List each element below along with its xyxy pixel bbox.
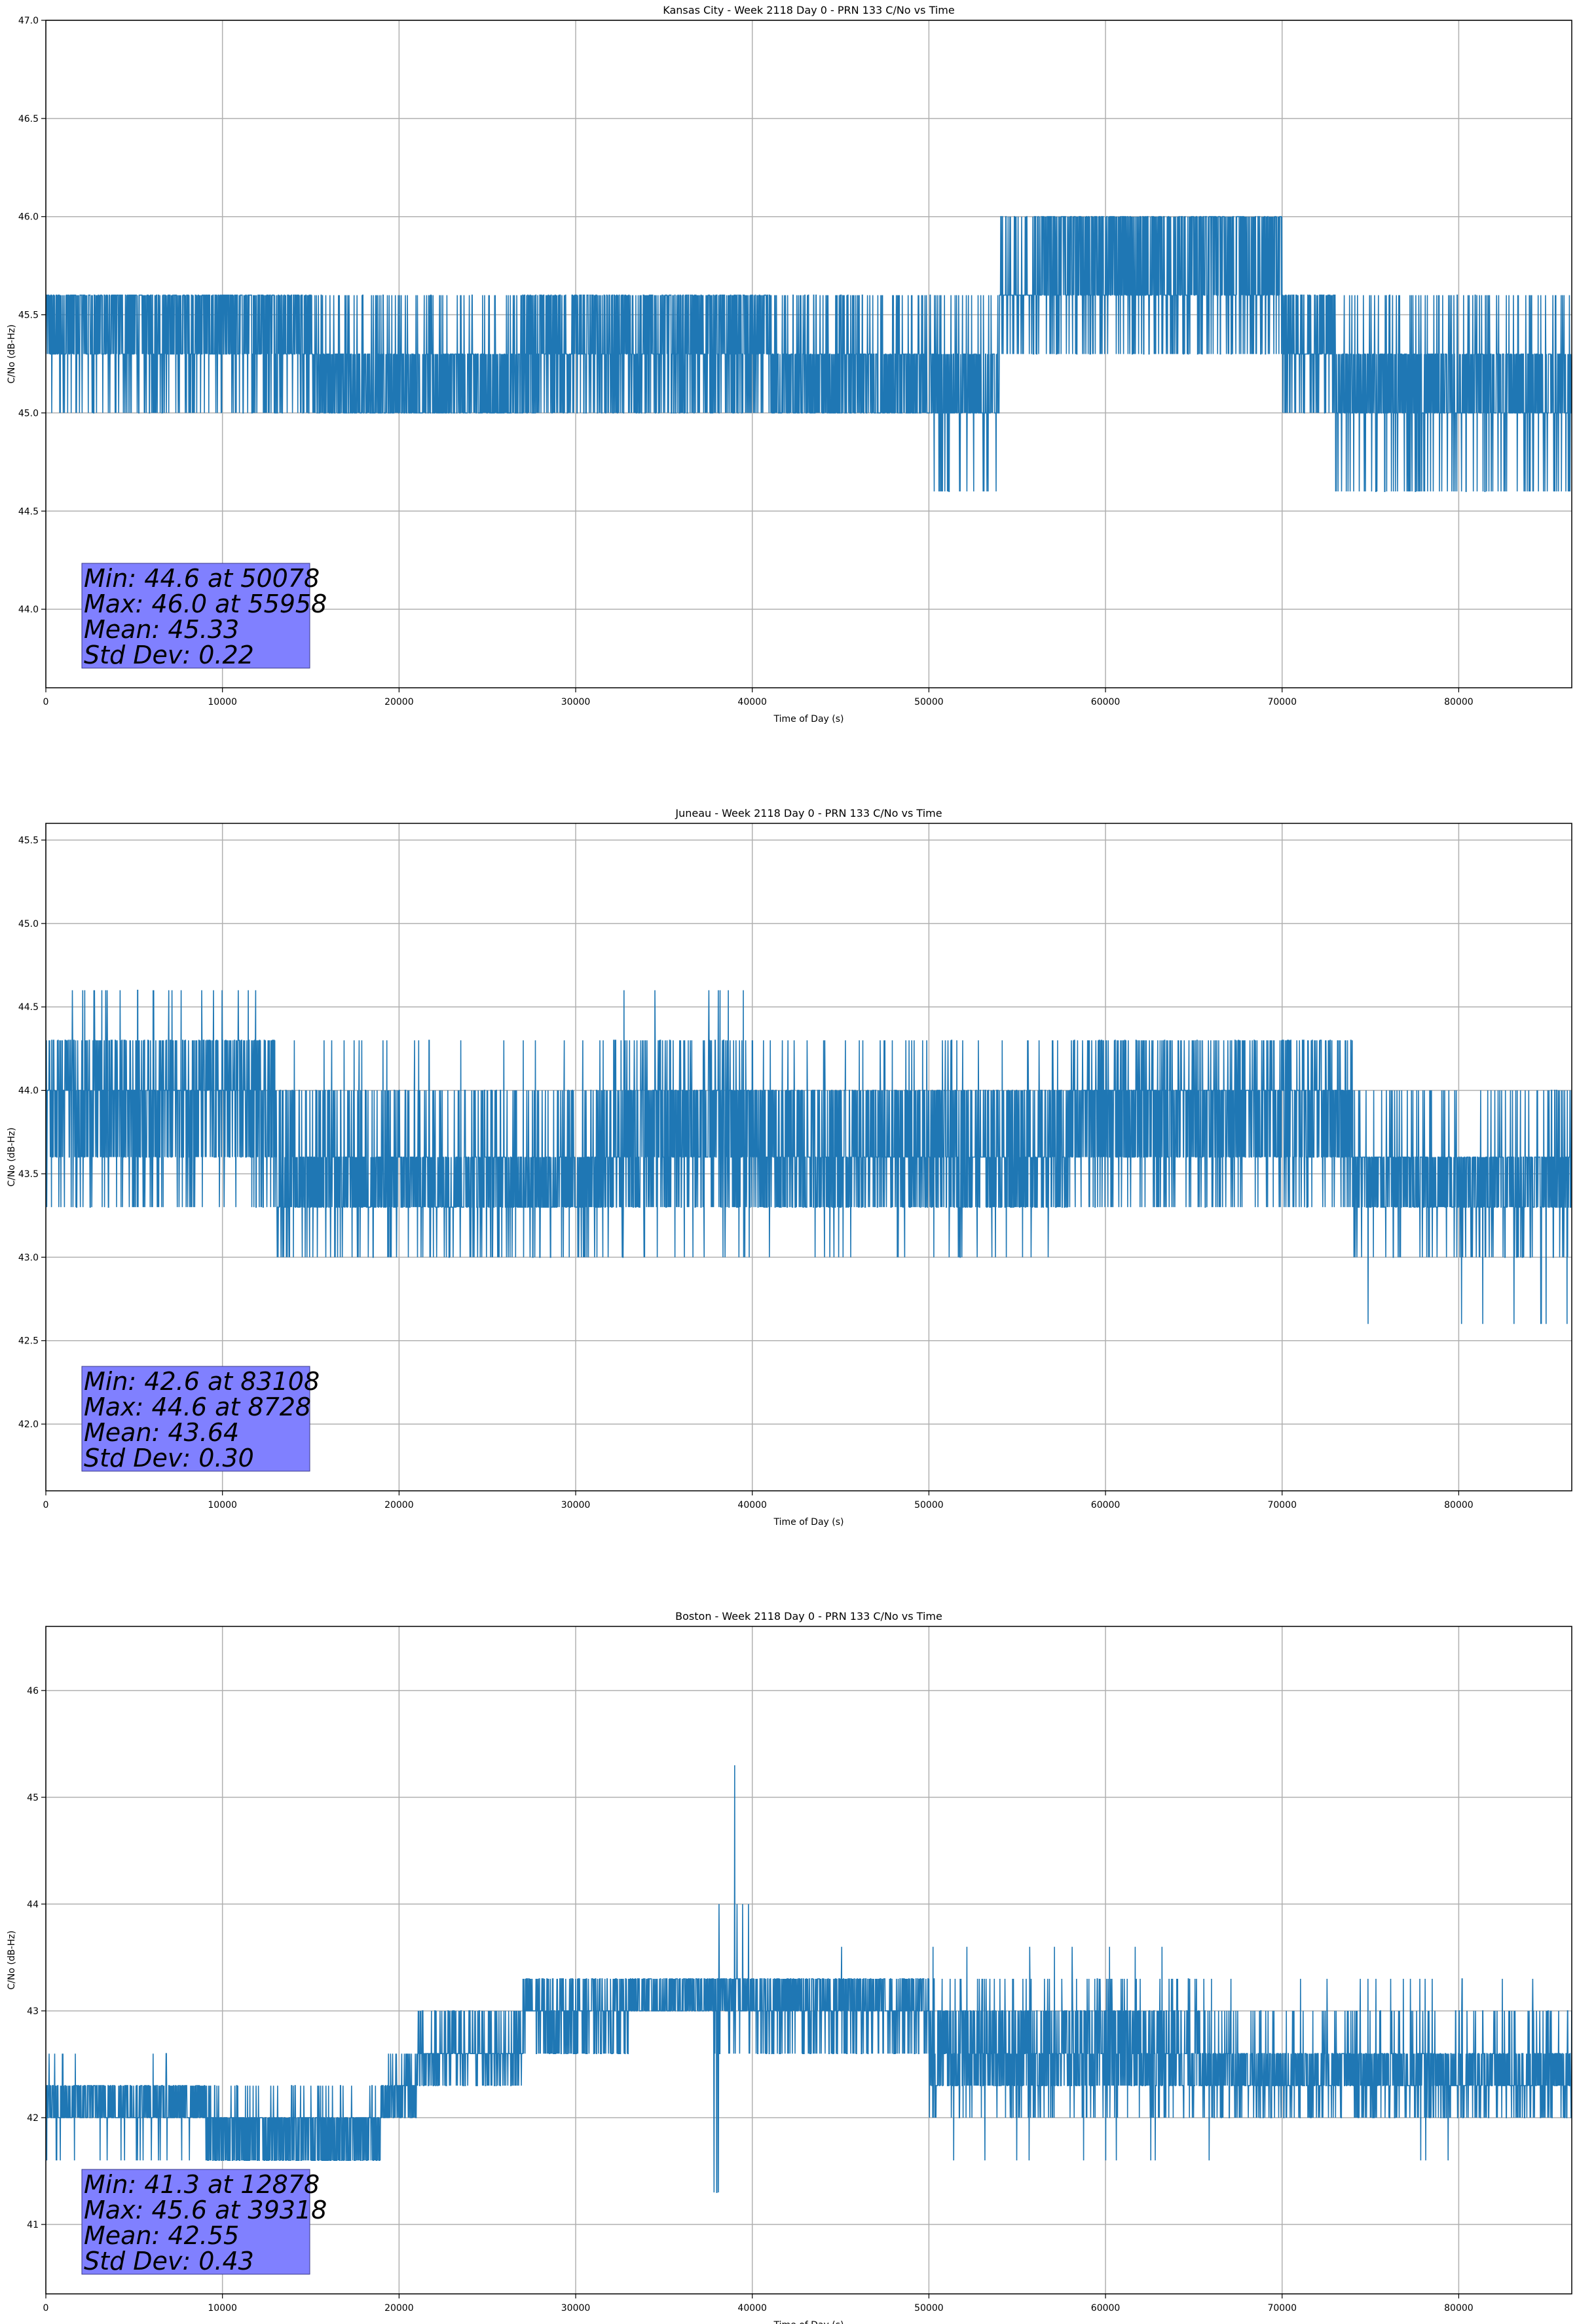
chart-title: Juneau - Week 2118 Day 0 - PRN 133 C/No … [675,807,942,819]
x-tick-label: 0 [43,2303,49,2314]
y-tick-label: 44.5 [18,1002,39,1013]
y-tick-label: 42 [27,2113,39,2124]
y-tick-label: 44.5 [18,506,39,517]
chart-panel-2: 0 10000 20000 30000 40000 50000 60000 70000 8000… [7,1610,1572,2324]
stats-line: Mean: 43.64 [84,1418,239,1447]
x-tick-label: 30000 [561,2303,591,2314]
x-tick-label: 80000 [1444,697,1474,707]
x-tick-label: 20000 [384,1500,414,1510]
x-tick-label: 50000 [914,1500,944,1510]
x-tick-label: 80000 [1444,2303,1474,2314]
x-tick-label: 80000 [1444,1500,1474,1510]
x-tick-label: 20000 [384,2303,414,2314]
x-tick-label: 10000 [208,2303,237,2314]
x-tick-label: 70000 [1267,1500,1297,1510]
y-tick-label: 46 [27,1686,39,1696]
plot-frame [45,20,1572,688]
x-tick-label: 60000 [1091,1500,1121,1510]
stats-line: Min: 44.6 at 50078 [84,564,320,593]
x-tick-label: 50000 [914,697,944,707]
y-tick-label: 45 [27,1793,39,1803]
x-tick-label: 20000 [384,697,414,707]
cno-series-line [46,216,1572,493]
stats-line: Std Dev: 0.43 [84,2247,254,2276]
y-tick-label: 42.5 [18,1336,39,1347]
x-tick-label: 0 [43,697,49,707]
x-axis-label: Time of Day (s) [773,1517,844,1527]
chart-title: Kansas City - Week 2118 Day 0 - PRN 133 … [663,4,954,16]
x-tick-label: 30000 [561,1500,591,1510]
y-axis-label: C/No (dB-Hz) [7,324,17,383]
y-tick-label: 44 [27,1900,39,1910]
x-tick-label: 70000 [1267,2303,1297,2314]
y-axis-label: C/No (dB-Hz) [7,1127,17,1186]
stats-line: Min: 41.3 at 12878 [84,2170,320,2199]
stats-line: Max: 45.6 at 39318 [84,2196,327,2224]
y-tick-label: 45.5 [18,835,39,846]
x-tick-label: 50000 [914,2303,944,2314]
x-tick-label: 0 [43,1500,49,1510]
stats-line: Min: 42.6 at 83108 [84,1367,320,1396]
stats-line: Max: 44.6 at 8728 [84,1393,311,1421]
x-axis-label: Time of Day (s) [773,2320,844,2324]
y-tick-label: 43.5 [18,1169,39,1180]
y-tick-label: 42.0 [18,1419,39,1430]
stats-line: Std Dev: 0.22 [84,641,254,669]
y-tick-label: 47.0 [18,16,39,26]
y-tick-label: 44.0 [18,1086,39,1096]
stats-line: Max: 46.0 at 55958 [84,590,327,618]
y-tick-label: 45.5 [18,310,39,321]
plot-frame [45,1626,1572,2295]
x-tick-label: 40000 [737,2303,767,2314]
y-tick-label: 41 [27,2220,39,2230]
stats-line: Std Dev: 0.30 [84,1444,254,1472]
y-tick-label: 46.0 [18,212,39,223]
chart-panel-1: 0 10000 20000 30000 40000 50000 60000 70000 8000… [7,807,1572,1527]
plot-frame [45,823,1572,1491]
x-tick-label: 60000 [1091,697,1121,707]
y-tick-label: 45.0 [18,408,39,419]
y-axis-label: C/No (dB-Hz) [7,1930,17,1989]
y-tick-label: 43.0 [18,1252,39,1263]
stats-box [81,1366,310,1472]
x-tick-label: 30000 [561,697,591,707]
stats-box [81,2169,310,2275]
y-tick-label: 45.0 [18,919,39,929]
stats-box [81,563,310,669]
stats-line: Mean: 45.33 [84,615,239,644]
y-tick-label: 46.5 [18,114,39,124]
cno-series-line [46,1765,1572,2193]
chart-panel-0: 0 10000 20000 30000 40000 50000 60000 70000 8000… [7,4,1572,724]
cno-series-line [46,990,1572,1324]
x-tick-label: 10000 [208,697,237,707]
x-tick-label: 70000 [1267,697,1297,707]
y-tick-label: 44.0 [18,605,39,615]
stats-line: Mean: 42.55 [84,2221,239,2250]
x-tick-label: 40000 [737,1500,767,1510]
x-tick-label: 60000 [1091,2303,1121,2314]
chart-title: Boston - Week 2118 Day 0 - PRN 133 C/No … [675,1610,942,1622]
y-tick-label: 43 [27,2006,39,2017]
x-tick-label: 40000 [737,697,767,707]
x-axis-label: Time of Day (s) [773,714,844,724]
x-tick-label: 10000 [208,1500,237,1510]
